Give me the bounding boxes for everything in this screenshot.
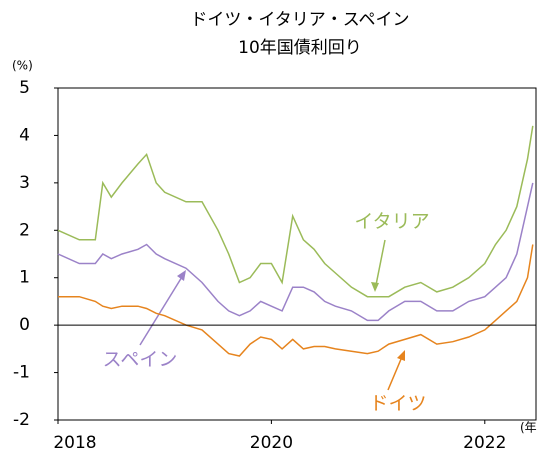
series-line <box>57 125 534 298</box>
y-tick-label: 2 <box>19 220 30 240</box>
arrow-head <box>371 282 379 292</box>
series-line <box>58 244 534 357</box>
y-tick-label: 4 <box>19 125 30 145</box>
arrow-head <box>397 350 405 361</box>
x-tick-label: 2022 <box>463 433 506 453</box>
y-unit: (%) <box>12 59 33 73</box>
y-tick-label: 5 <box>19 78 30 98</box>
y-tick-label: 3 <box>19 173 30 193</box>
series-label: ドイツ <box>369 393 426 415</box>
annotation-arrows <box>139 239 405 391</box>
y-tick-label: 0 <box>19 315 30 335</box>
series-label: スペイン <box>103 349 178 371</box>
x-unit: (年 <box>520 421 537 435</box>
arrow <box>139 271 186 346</box>
y-tick-label: 1 <box>19 268 30 288</box>
arrow-head <box>177 270 186 281</box>
series-line <box>57 182 534 322</box>
x-tick-label: 2020 <box>250 433 293 453</box>
series-label: イタリア <box>354 211 429 233</box>
chart-title: ドイツ・イタリア・スペイン <box>190 10 409 30</box>
chart-subtitle: 10年国債利回り <box>238 38 362 58</box>
y-tick-label: -2 <box>13 410 30 430</box>
y-tick-label: -1 <box>13 363 30 383</box>
arrow <box>374 239 386 291</box>
x-tick-label: 2018 <box>53 433 96 453</box>
